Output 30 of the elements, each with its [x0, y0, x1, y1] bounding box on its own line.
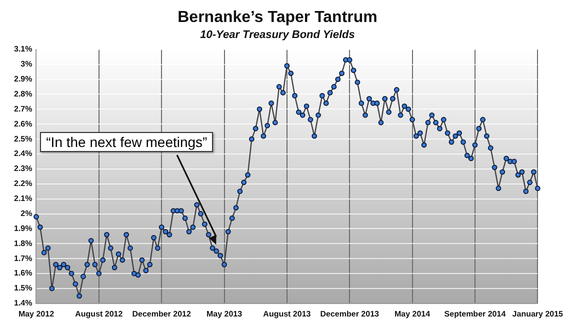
- x-tick-label: January 2015: [512, 309, 564, 318]
- y-tick-label: 2.8%: [14, 89, 32, 98]
- x-tick-label: December 2012: [132, 309, 192, 318]
- x-tick-label: August 2013: [263, 309, 312, 318]
- y-tick-label: 2.3%: [14, 164, 32, 174]
- y-tick-label: 2.4%: [14, 149, 32, 158]
- y-tick-label: 1.5%: [14, 284, 32, 293]
- y-tick-label: 2%: [20, 208, 32, 218]
- y-tick-label: 1.7%: [14, 254, 32, 263]
- y-tick-label: 2.6%: [14, 119, 32, 128]
- x-tick-label: May 2012: [18, 309, 55, 318]
- y-tick-label: 1.6%: [14, 268, 32, 278]
- y-tick-label: 3%: [20, 60, 32, 69]
- y-tick-label: 2.9%: [14, 74, 32, 84]
- x-tick-label: December 2013: [320, 309, 380, 318]
- y-tick-label: 1.9%: [14, 224, 32, 233]
- x-tick-label: September 2014: [444, 309, 506, 318]
- y-tick-label: 1.8%: [14, 238, 32, 248]
- y-tick-label: 2.2%: [14, 179, 32, 188]
- x-tick-label: May 2013: [206, 309, 243, 318]
- chart-subtitle: 10-Year Treasury Bond Yields: [200, 28, 355, 41]
- y-tick-label: 2.5%: [14, 134, 32, 144]
- chart-title: Bernanke’s Taper Tantrum: [178, 9, 378, 26]
- y-tick-label: 1.4%: [14, 298, 32, 308]
- x-tick-label: August 2012: [75, 309, 124, 318]
- y-tick-label: 2.1%: [14, 194, 32, 204]
- annotation: “In the next few meetings”: [40, 132, 214, 152]
- y-tick-label: 2.7%: [14, 104, 32, 114]
- y-tick-label: 3.1%: [14, 44, 32, 54]
- x-tick-label: May 2014: [394, 309, 431, 318]
